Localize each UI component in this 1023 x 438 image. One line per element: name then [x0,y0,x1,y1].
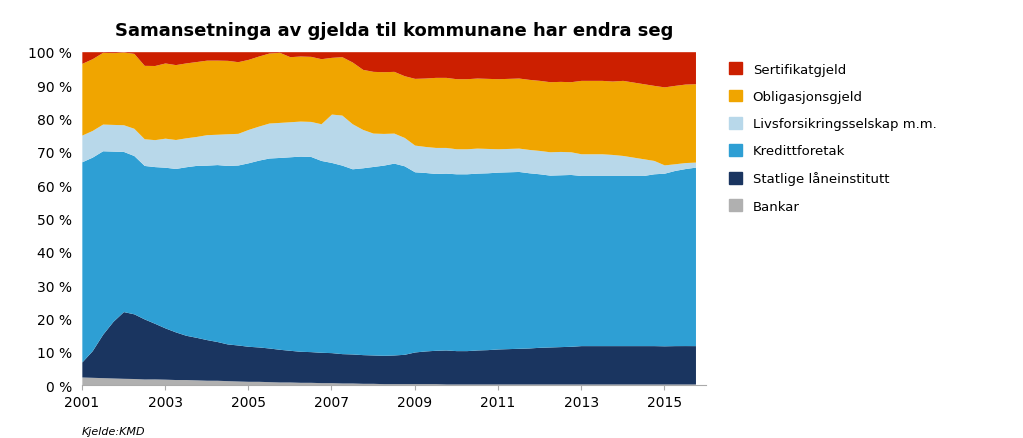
Text: Kjelde:KMD: Kjelde:KMD [82,426,145,436]
Legend: Sertifikatgjeld, Obligasjonsgjeld, Livsforsikringsselskap m.m., Kredittforetak, : Sertifikatgjeld, Obligasjonsgjeld, Livsf… [725,59,940,217]
Title: Samansetninga av gjelda til kommunane har endra seg: Samansetninga av gjelda til kommunane ha… [115,22,673,40]
